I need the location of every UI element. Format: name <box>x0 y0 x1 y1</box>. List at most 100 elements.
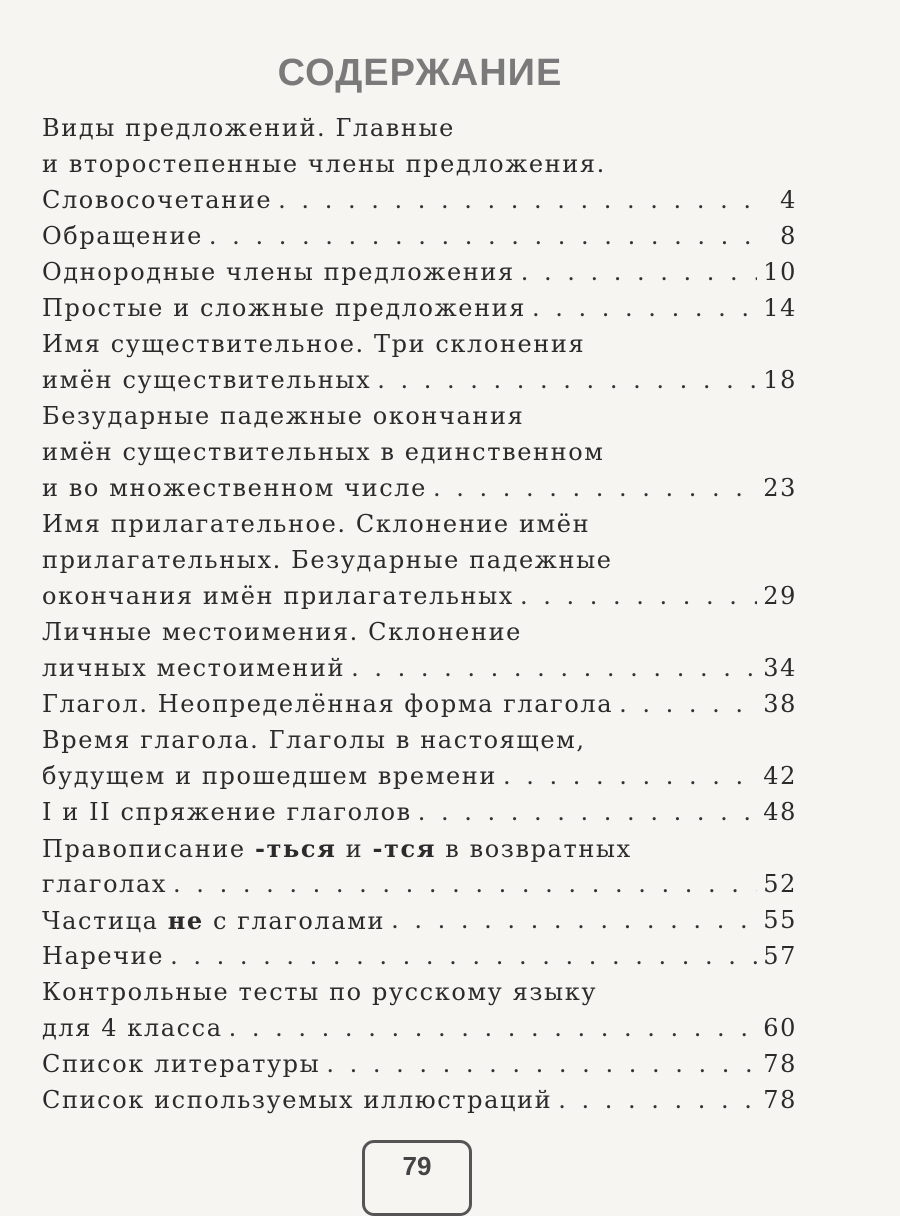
page-number-ref: 29 <box>763 582 797 610</box>
dot-leader <box>521 258 758 286</box>
entry-title: Обращение <box>42 222 203 250</box>
dot-leader <box>619 690 757 718</box>
toc-entry-line[interactable]: Время глагола. Глаголы в настоящем, <box>42 722 797 758</box>
entry-title: для 4 класса <box>42 1014 223 1042</box>
dot-leader <box>433 474 757 502</box>
toc-entry[interactable]: Однородные члены предложения 10 <box>42 254 797 290</box>
bold-term: -ться <box>254 833 337 863</box>
entry-title: Время глагола. Глаголы в настоящем, <box>42 726 586 754</box>
entry-title: и второстепенные члены предложения. <box>42 150 606 178</box>
toc-entry-line[interactable]: Имя прилагательное. Склонение имён <box>42 506 797 542</box>
page-number-ref: 52 <box>763 870 797 898</box>
entry-title: прилагательных. Безударные падежные <box>42 546 613 574</box>
entry-title: Однородные члены предложения <box>42 258 515 286</box>
page-number-ref: 18 <box>763 366 797 394</box>
toc-entry-line[interactable]: прилагательных. Безударные падежные <box>42 542 797 578</box>
entry-text: Частица <box>42 906 168 935</box>
toc-entry-line[interactable]: Правописание -ться и -тся в возвратных <box>42 830 797 866</box>
entry-title: и во множественном числе <box>42 474 427 502</box>
toc-entry[interactable]: Наречие 57 <box>42 938 797 974</box>
toc-entry[interactable]: I и II спряжение глаголов 48 <box>42 794 797 830</box>
page-number-ref: 38 <box>763 690 797 718</box>
page-number-ref: 14 <box>763 294 797 322</box>
bold-term: -тся <box>372 833 437 863</box>
toc-entry[interactable]: Глагол. Неопределённая форма глагола 38 <box>42 686 797 722</box>
entry-title: I и II спряжение глаголов <box>42 798 412 826</box>
page-number-ref: 57 <box>763 942 797 970</box>
dot-leader <box>326 1050 757 1078</box>
entry-title: Контрольные тесты по русскому языку <box>42 978 598 1006</box>
toc-entry-line[interactable]: и второстепенные члены предложения. <box>42 146 797 182</box>
entry-text: с глаголами <box>203 906 386 935</box>
dot-leader <box>229 1014 758 1042</box>
entry-title: будущем и прошедшем времени <box>42 762 497 790</box>
entry-title: окончания имён прилагательных <box>42 582 514 610</box>
page-number-ref: 60 <box>763 1014 797 1042</box>
page-number-ref: 78 <box>763 1050 797 1078</box>
dot-leader <box>209 222 761 250</box>
page-number-ref: 4 <box>780 186 797 214</box>
toc-entry[interactable]: Частица не с глаголами 55 <box>42 902 797 938</box>
toc-entry-line[interactable]: Имя существительное. Три склонения <box>42 326 797 362</box>
toc-entry[interactable]: окончания имён прилагательных 29 <box>42 578 797 614</box>
entry-title: Наречие <box>42 942 165 970</box>
toc-entry-line[interactable]: Безударные падежные окончания <box>42 398 797 434</box>
entry-title: Список используемых иллюстраций <box>42 1086 553 1114</box>
page-number-ref: 48 <box>763 798 797 826</box>
entry-title: личных местоимений <box>42 654 346 682</box>
dot-leader <box>532 294 757 322</box>
entry-text: в возвратных <box>436 834 632 863</box>
toc-entry[interactable]: и во множественном числе 23 <box>42 470 797 506</box>
entry-title: Имя прилагательное. Склонение имён <box>42 510 591 538</box>
entry-title: имён существительных в единственном <box>42 438 605 466</box>
entry-text: Правописание <box>42 834 255 863</box>
dot-leader <box>503 762 757 790</box>
toc-entry[interactable]: будущем и прошедшем времени 42 <box>42 758 797 794</box>
toc-entry-line[interactable]: имён существительных в единственном <box>42 434 797 470</box>
entry-title: Частица не с глаголами <box>42 906 385 935</box>
entry-title: Безударные падежные окончания <box>42 402 525 430</box>
page-number-ref: 78 <box>763 1086 797 1114</box>
toc-entry[interactable]: Список литературы 78 <box>42 1046 797 1082</box>
toc-entry-line[interactable]: Личные местоимения. Склонение <box>42 614 797 650</box>
toc-entry[interactable]: Словосочетание 4 <box>42 182 797 218</box>
entry-title: Правописание -ться и -тся в возвратных <box>42 834 632 863</box>
toc-entry[interactable]: для 4 класса 60 <box>42 1010 797 1046</box>
page-number-ref: 34 <box>763 654 797 682</box>
bold-term: не <box>167 905 204 935</box>
entry-title: Личные местоимения. Склонение <box>42 618 522 646</box>
dot-leader <box>278 186 761 214</box>
page-number-ref: 42 <box>763 762 797 790</box>
toc-entry[interactable]: личных местоимений 34 <box>42 650 797 686</box>
dot-leader <box>391 906 757 934</box>
dot-leader <box>418 798 758 826</box>
entry-text: и <box>336 834 373 863</box>
toc-entry-line[interactable]: Виды предложений. Главные <box>42 110 797 146</box>
dot-leader <box>170 942 757 970</box>
entry-title: Словосочетание <box>42 186 273 214</box>
entry-title: Глагол. Неопределённая форма глагола <box>42 690 614 718</box>
toc-entry[interactable]: глаголах 52 <box>42 866 797 902</box>
toc-entry[interactable]: имён существительных 18 <box>42 362 797 398</box>
dot-leader <box>351 654 757 682</box>
entry-title: имён существительных <box>42 366 372 394</box>
dot-leader <box>173 870 757 898</box>
toc-entry-line[interactable]: Контрольные тесты по русскому языку <box>42 974 797 1010</box>
entry-title: Список литературы <box>42 1050 321 1078</box>
entry-title: глаголах <box>42 870 168 898</box>
toc-entry[interactable]: Обращение 8 <box>42 218 797 254</box>
page-number-ref: 8 <box>780 222 797 250</box>
page-number-ref: 10 <box>763 258 797 286</box>
entry-title: Имя существительное. Три склонения <box>42 330 586 358</box>
dot-leader <box>520 582 757 610</box>
page-number-ref: 23 <box>763 474 797 502</box>
entry-title: Виды предложений. Главные <box>42 114 455 142</box>
page-number: 79 <box>402 1151 432 1181</box>
dot-leader <box>377 366 757 394</box>
page-number-box: 79 <box>362 1140 472 1216</box>
toc-entry[interactable]: Простые и сложные предложения 14 <box>42 290 797 326</box>
dot-leader <box>558 1086 757 1114</box>
page-title: СОДЕРЖАНИЕ <box>277 52 563 94</box>
entry-title: Простые и сложные предложения <box>42 294 527 322</box>
toc-entry[interactable]: Список используемых иллюстраций 78 <box>42 1082 797 1118</box>
